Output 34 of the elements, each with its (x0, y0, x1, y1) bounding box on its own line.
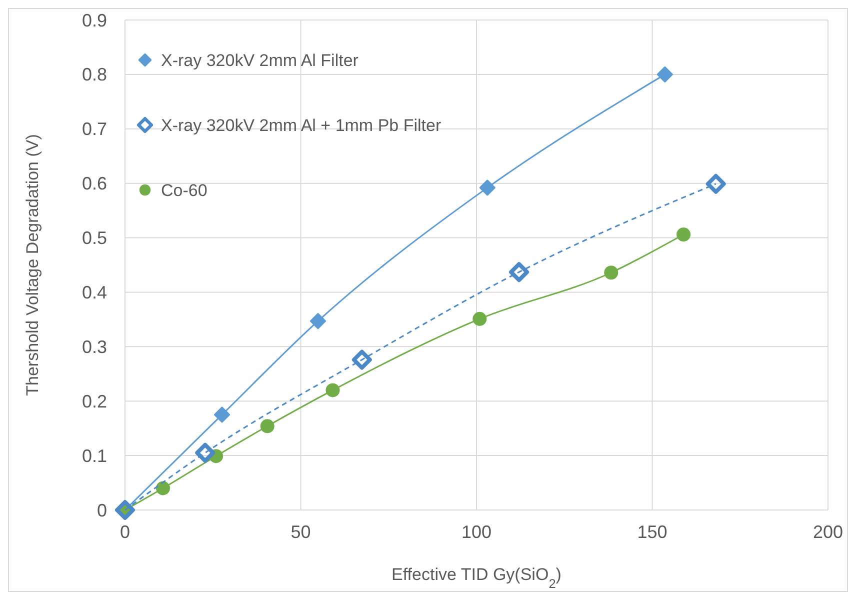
x-tick-label: 100 (461, 522, 492, 542)
y-tick-label: 0.9 (82, 10, 107, 30)
point (706, 174, 726, 194)
point (156, 481, 170, 496)
point (214, 406, 230, 423)
point (472, 312, 487, 326)
y-tick-label: 0.3 (82, 336, 107, 357)
point (310, 313, 326, 330)
point (195, 442, 216, 463)
y-tick-label: 0 (96, 500, 107, 520)
legend-label: Co-60 (161, 180, 208, 200)
y-tick-label: 0.6 (82, 174, 107, 194)
point (656, 66, 673, 82)
point (509, 262, 530, 282)
y-axis-title: Thershold Voltage Degradation (V) (23, 134, 42, 396)
point (326, 383, 340, 398)
x-tick-label: 200 (812, 522, 844, 542)
y-tick-label: 0.5 (82, 228, 107, 248)
point (260, 419, 274, 434)
legend-label: X-ray 320kV 2mm Al + 1mm Pb Filter (161, 116, 442, 135)
legend-label: X-ray 320kV 2mm Al Filter (161, 50, 359, 70)
point (604, 266, 618, 280)
point (676, 228, 691, 242)
y-tick-label: 0.4 (82, 282, 107, 303)
y-tick-label: 0.1 (82, 446, 107, 466)
y-tick-label: 0.7 (82, 119, 107, 140)
point (479, 180, 496, 196)
x-axis-title: Effective TID Gy(SiO$_{2}$) (392, 565, 562, 590)
point (352, 350, 372, 370)
y-tick-label: 0.8 (82, 64, 107, 85)
x-tick-label: 150 (637, 522, 668, 542)
x-tick-label: 0 (120, 522, 130, 542)
y-tick-label: 0.2 (82, 391, 107, 412)
x-tick-label: 50 (290, 522, 311, 542)
